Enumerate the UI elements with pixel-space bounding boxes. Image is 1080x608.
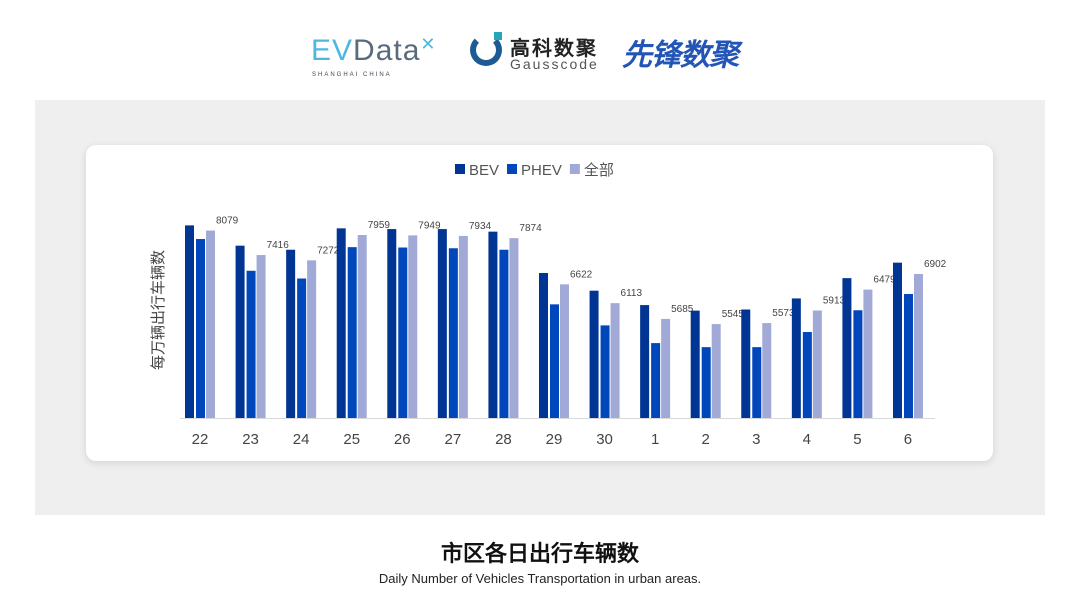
bar-全部-5 (863, 289, 873, 418)
gausscode-square-icon (494, 32, 502, 40)
bar-全部-1 (661, 318, 671, 418)
bar-全部-29 (559, 284, 569, 418)
x-tick-label: 1 (651, 431, 659, 448)
x-tick-label: 26 (394, 431, 411, 448)
x-tick-label: 5 (853, 431, 861, 448)
x-tick-label: 23 (242, 431, 259, 448)
x-tick-label: 27 (445, 431, 462, 448)
bar-全部-25 (357, 235, 367, 418)
data-label-22: 8079 (216, 216, 239, 227)
logo-bar: EVData✕ SHANGHAI CHINA 高科数聚 Gausscode 先锋… (0, 26, 1080, 78)
data-label-3: 5573 (772, 308, 795, 319)
x-mark-icon: ✕ (420, 34, 437, 54)
x-tick-label: 28 (495, 431, 512, 448)
xianfeng-logo: 先锋数聚 (622, 39, 739, 72)
x-tick-label: 24 (293, 431, 310, 448)
bar-BEV-26 (387, 229, 397, 418)
x-tick-label: 2 (702, 431, 710, 448)
gausscode-en: Gausscode (510, 56, 599, 72)
x-tick-label: 6 (904, 431, 912, 448)
bar-全部-24 (307, 260, 317, 418)
bar-PHEV-26 (398, 247, 408, 418)
bar-PHEV-5 (853, 310, 863, 418)
bar-PHEV-29 (549, 304, 559, 418)
legend-label-BEV: BEV (469, 162, 499, 179)
data-label-4: 5913 (823, 296, 846, 307)
bar-全部-26 (408, 235, 418, 418)
bar-全部-23 (256, 255, 266, 418)
x-tick-label: 22 (192, 431, 209, 448)
legend-label-全部: 全部 (584, 161, 614, 179)
data-label-1: 5685 (671, 304, 694, 315)
bar-BEV-28 (488, 231, 498, 418)
bar-BEV-23 (235, 245, 245, 418)
bar-BEV-5 (842, 278, 852, 418)
bar-BEV-30 (589, 290, 599, 418)
bar-PHEV-30 (600, 325, 610, 418)
data-label-27: 7934 (469, 221, 492, 232)
bar-PHEV-24 (297, 278, 307, 418)
data-label-29: 6622 (570, 269, 593, 280)
bar-BEV-3 (741, 309, 751, 418)
bar-全部-3 (762, 323, 772, 418)
y-axis-label: 每万辆出行车辆数 (149, 250, 167, 370)
bar-BEV-4 (791, 298, 801, 418)
bar-PHEV-2 (701, 347, 711, 418)
data-label-28: 7874 (519, 223, 542, 234)
bar-BEV-6 (892, 262, 902, 418)
evdata-logo-data: Data (353, 34, 421, 67)
evdata-logo-ev: EV (311, 34, 354, 67)
bar-PHEV-22 (196, 239, 205, 418)
bar-全部-6 (913, 274, 923, 418)
caption-title: 市区各日出行车辆数 (440, 541, 639, 566)
bar-PHEV-27 (448, 248, 458, 418)
data-label-2: 5545 (722, 309, 745, 320)
legend-label-PHEV: PHEV (521, 162, 562, 179)
bar-PHEV-23 (246, 270, 256, 418)
bar-全部-28 (509, 238, 519, 418)
x-tick-label: 3 (752, 431, 760, 448)
data-label-6: 6902 (924, 259, 947, 270)
bar-BEV-29 (538, 272, 548, 418)
x-tick-label: 4 (803, 431, 811, 448)
gausscode-mark-icon (470, 34, 502, 66)
data-label-30: 6113 (621, 288, 643, 299)
bar-PHEV-1 (651, 343, 661, 418)
bar-全部-30 (610, 303, 620, 418)
x-tick-label: 25 (343, 431, 360, 448)
bar-PHEV-6 (903, 294, 913, 418)
legend-swatch-PHEV (507, 164, 518, 174)
bar-PHEV-4 (802, 332, 812, 418)
bar-PHEV-3 (752, 347, 762, 418)
caption-subtitle: Daily Number of Vehicles Transportation … (378, 571, 702, 586)
bar-PHEV-25 (347, 247, 357, 418)
bar-BEV-2 (690, 310, 700, 418)
bar-BEV-25 (336, 228, 346, 418)
x-tick-label: 30 (596, 431, 613, 448)
x-tick-label: 29 (546, 431, 563, 448)
bar-PHEV-28 (499, 249, 509, 418)
data-label-25: 7959 (368, 220, 391, 231)
evdata-logo: EVData✕ SHANGHAI CHINA (311, 34, 437, 78)
legend-swatch-全部 (569, 164, 580, 174)
data-label-26: 7949 (418, 220, 441, 231)
data-label-23: 7416 (267, 240, 290, 251)
bar-BEV-1 (640, 305, 650, 418)
data-label-24: 7272 (317, 245, 340, 256)
data-label-5: 6479 (873, 275, 896, 286)
bar-BEV-22 (185, 225, 194, 418)
bar-全部-27 (458, 235, 468, 418)
bar-全部-22 (206, 230, 215, 418)
legend-swatch-BEV (455, 164, 465, 174)
gausscode-cn: 高科数聚 (510, 38, 598, 60)
evdata-logo-sub: SHANGHAI CHINA (312, 72, 392, 78)
bar-BEV-24 (286, 249, 296, 418)
bar-全部-4 (812, 310, 822, 418)
bar-BEV-27 (437, 229, 447, 418)
bar-全部-2 (711, 324, 721, 418)
